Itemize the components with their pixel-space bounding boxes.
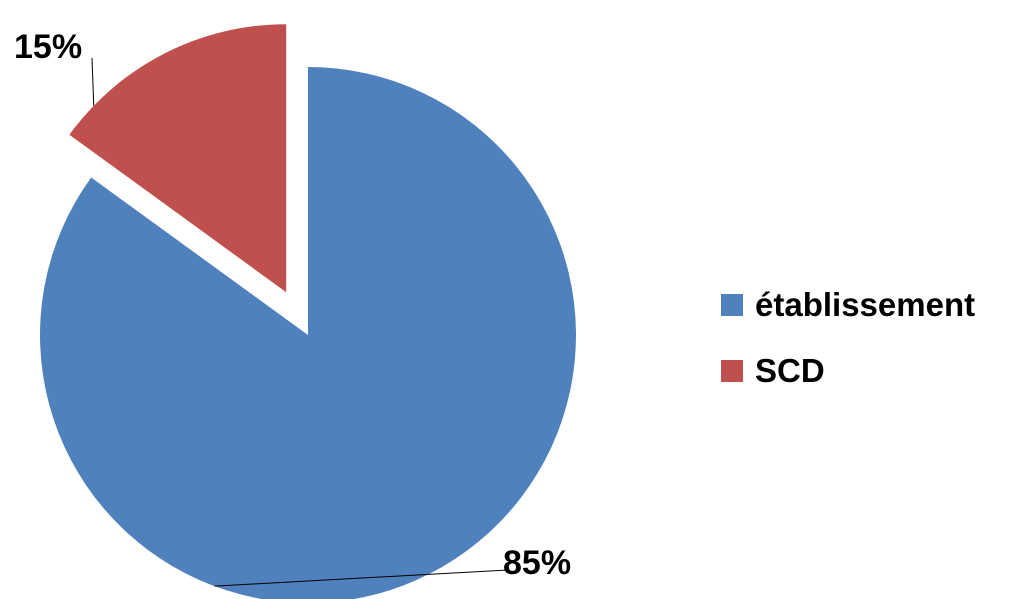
leader-line-etablissement: [214, 569, 509, 587]
pie-slice-scd: [69, 24, 287, 293]
legend-swatch-scd: [721, 360, 743, 382]
legend-swatch-etablissement: [721, 294, 743, 316]
pie-slice-etablissement: [40, 67, 576, 599]
legend-item-etablissement: établissement: [721, 283, 975, 327]
legend: établissement SCD: [721, 283, 975, 415]
legend-label-scd: SCD: [755, 352, 825, 389]
data-label-etablissement: 85%: [503, 544, 571, 582]
legend-item-scd: SCD: [721, 349, 975, 393]
data-label-scd: 15%: [14, 28, 82, 66]
leader-line-scd: [91, 57, 95, 106]
legend-label-etablissement: établissement: [755, 286, 976, 323]
